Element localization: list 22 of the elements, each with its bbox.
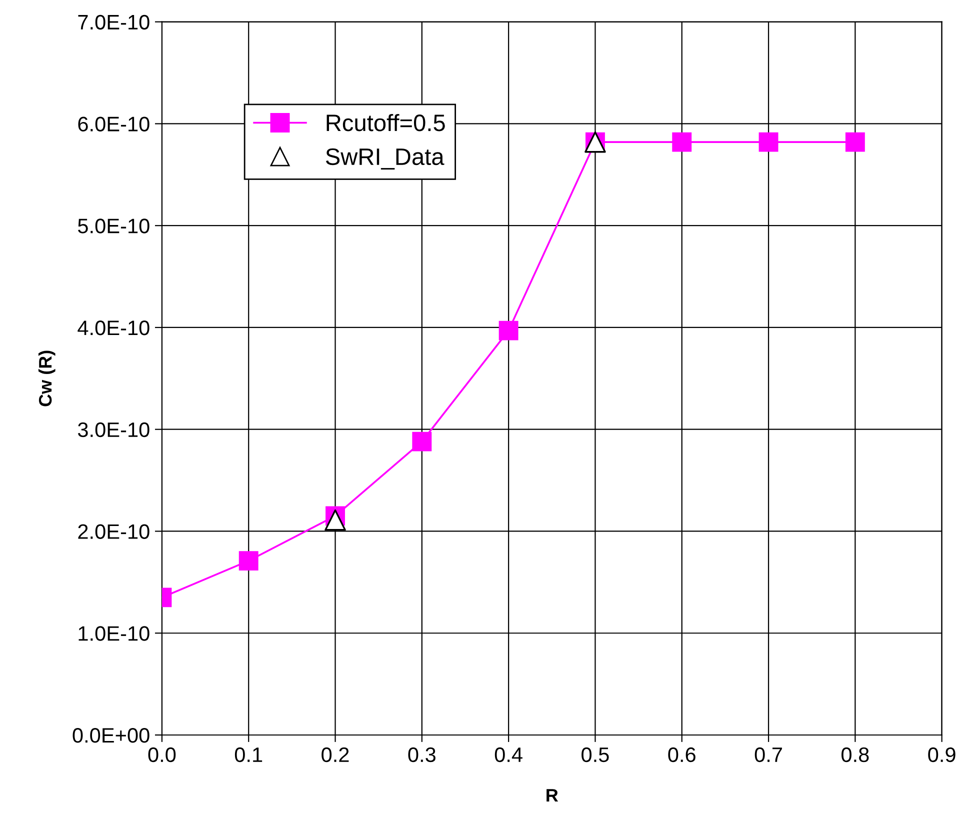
x-tick-label: 0.1 xyxy=(234,747,262,762)
y-tick-label: 3.0E-10 xyxy=(78,422,150,438)
y-tick-label: 0.0E+00 xyxy=(72,728,150,743)
y-tick-label: 7.0E-10 xyxy=(78,14,150,30)
legend-label: Rcutoff=0.5 xyxy=(326,114,445,132)
x-tick-label: 0.0 xyxy=(148,747,176,762)
x-tick-label: 0.2 xyxy=(322,747,349,762)
x-tick-label: 0.5 xyxy=(582,747,609,762)
x-tick-label: 0.7 xyxy=(754,747,782,762)
x-axis-title: R xyxy=(546,789,558,802)
x-tick-label: 0.9 xyxy=(928,747,956,762)
y-tick-label: 5.0E-10 xyxy=(78,218,150,234)
legend-label: SwRI_Data xyxy=(326,148,444,170)
y-tick-label: 1.0E-10 xyxy=(78,626,150,641)
x-tick-label: 0.6 xyxy=(668,747,696,762)
x-tick-label: 0.8 xyxy=(842,747,869,762)
y-tick-label: 6.0E-10 xyxy=(78,116,150,132)
x-tick-label: 0.4 xyxy=(494,747,522,762)
y-axis-title: Cw (R) xyxy=(38,350,56,406)
y-tick-label: 4.0E-10 xyxy=(78,320,150,336)
y-tick-label: 2.0E-10 xyxy=(78,524,150,539)
x-tick-label: 0.3 xyxy=(408,747,436,762)
